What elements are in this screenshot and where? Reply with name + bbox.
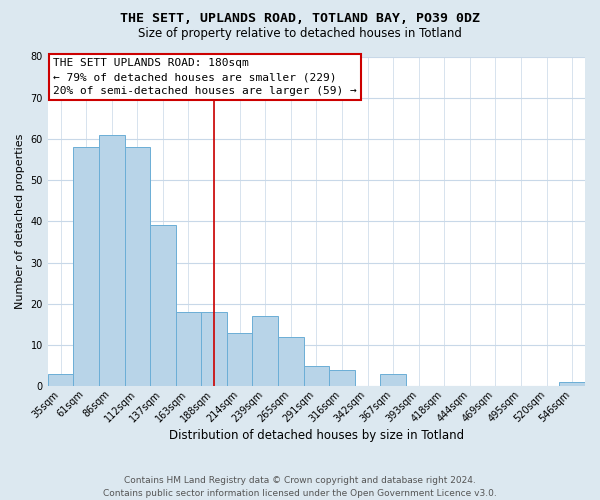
Bar <box>125 147 150 386</box>
Bar <box>380 374 406 386</box>
Bar <box>73 147 99 386</box>
Bar <box>329 370 355 386</box>
Text: Size of property relative to detached houses in Totland: Size of property relative to detached ho… <box>138 28 462 40</box>
Text: THE SETT UPLANDS ROAD: 180sqm
← 79% of detached houses are smaller (229)
20% of : THE SETT UPLANDS ROAD: 180sqm ← 79% of d… <box>53 58 357 96</box>
Bar <box>227 332 253 386</box>
Bar <box>99 135 125 386</box>
Text: Contains HM Land Registry data © Crown copyright and database right 2024.
Contai: Contains HM Land Registry data © Crown c… <box>103 476 497 498</box>
Bar <box>48 374 73 386</box>
Bar <box>201 312 227 386</box>
X-axis label: Distribution of detached houses by size in Totland: Distribution of detached houses by size … <box>169 430 464 442</box>
Bar <box>253 316 278 386</box>
Bar <box>176 312 201 386</box>
Text: THE SETT, UPLANDS ROAD, TOTLAND BAY, PO39 0DZ: THE SETT, UPLANDS ROAD, TOTLAND BAY, PO3… <box>120 12 480 26</box>
Y-axis label: Number of detached properties: Number of detached properties <box>15 134 25 309</box>
Bar <box>559 382 585 386</box>
Bar <box>150 226 176 386</box>
Bar <box>278 337 304 386</box>
Bar <box>304 366 329 386</box>
